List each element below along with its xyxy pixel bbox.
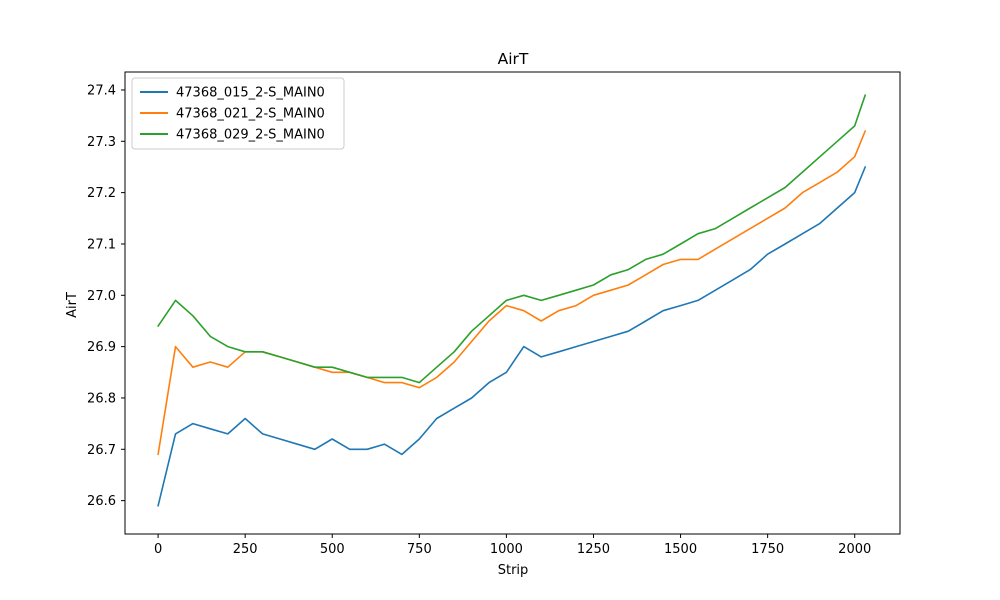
legend-label-1: 47368_015_2-S_MAIN0 — [176, 86, 325, 101]
x-tick-label: 1000 — [490, 542, 523, 557]
y-tick-label: 27.4 — [87, 83, 116, 98]
legend-box — [131, 77, 345, 150]
x-tick-label: 1750 — [751, 542, 784, 557]
x-tick-label: 500 — [320, 542, 345, 557]
x-tick-label: 1500 — [664, 542, 697, 557]
legend-label-2: 47368_021_2-S_MAIN0 — [176, 107, 325, 122]
y-tick-label: 27.3 — [87, 135, 116, 150]
y-tick-label: 26.6 — [87, 494, 116, 509]
y-tick-label: 27.0 — [87, 289, 116, 304]
y-tick-label: 26.7 — [87, 443, 116, 458]
x-tick-label: 0 — [154, 542, 162, 557]
x-tick-label: 750 — [407, 542, 432, 557]
x-tick-label: 2000 — [838, 542, 871, 557]
legend-label-3: 47368_029_2-S_MAIN0 — [176, 128, 325, 143]
legend: 47368_015_2-S_MAIN0 47368_021_2-S_MAIN0 47… — [131, 77, 345, 150]
plot-area-frame — [124, 71, 901, 535]
x-tick-label: 1250 — [577, 542, 610, 557]
x-tick-label: 250 — [233, 542, 258, 557]
y-tick-label: 26.8 — [87, 391, 116, 406]
y-tick-label: 27.1 — [87, 237, 116, 252]
y-tick-label: 26.9 — [87, 340, 116, 355]
series-line-1 — [157, 166, 867, 507]
axis-ticks: 0 250 500 750 1000 1250 1500 1750 2000 26.6 26.7 26… — [87, 83, 871, 557]
y-axis-title: AirT — [65, 292, 80, 318]
chart-title: AirT — [498, 50, 529, 68]
x-axis-title: Strip — [498, 563, 529, 578]
series-line-3 — [157, 94, 867, 384]
y-tick-label: 27.2 — [87, 186, 116, 201]
series-lines — [157, 94, 867, 507]
